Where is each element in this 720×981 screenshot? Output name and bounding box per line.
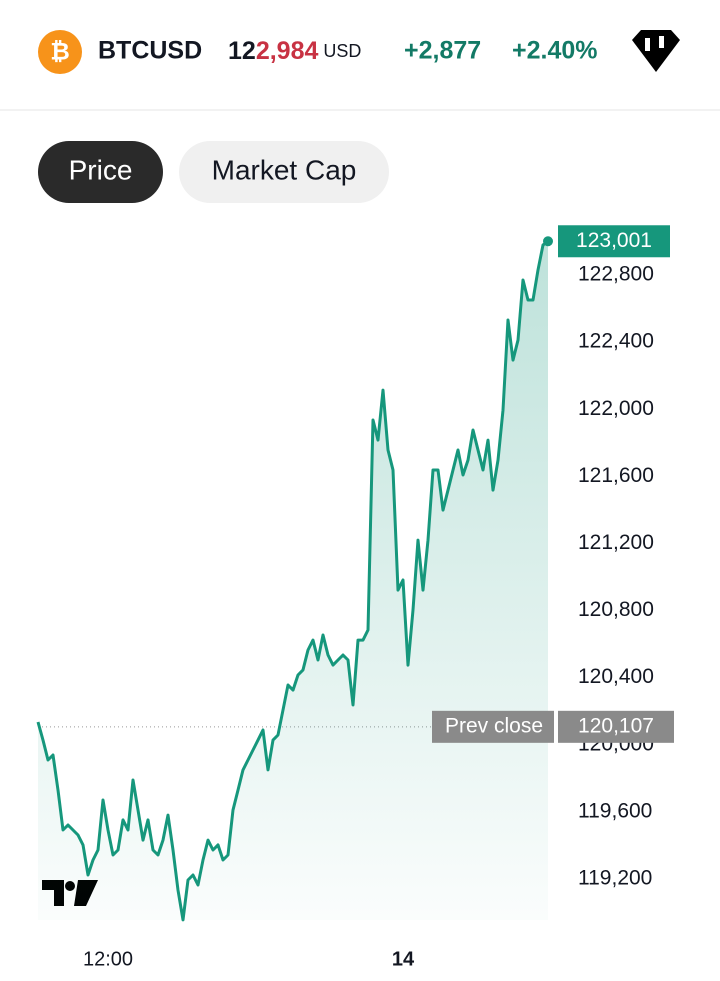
y-tick-label: 121,600: [578, 464, 654, 487]
price: 122,984 USD: [228, 37, 361, 65]
tab-label[interactable]: Market Cap: [212, 154, 357, 185]
alert-icon[interactable]: [632, 30, 680, 72]
x-tick-label: 14: [392, 948, 415, 970]
area: [38, 241, 548, 921]
y-tick-label: 120,800: [578, 598, 654, 621]
tab-market-cap[interactable]: [179, 141, 389, 203]
price-unchanged: 12: [228, 37, 256, 65]
tab-label[interactable]: Price: [69, 154, 133, 185]
svg-text:₿: ₿: [50, 38, 70, 65]
change-percent: +2.40%: [512, 37, 598, 65]
y-tick-label: 122,400: [578, 330, 654, 353]
y-tick-label: 120,400: [578, 665, 654, 688]
price-line: [36, 240, 549, 922]
y-tick-label: 122,800: [578, 263, 654, 286]
currency: USD: [323, 41, 361, 61]
btc-logo: ₿: [38, 30, 82, 74]
y-tick-label: 121,200: [578, 531, 654, 554]
last-point: [543, 236, 553, 247]
change: +2,877: [404, 37, 481, 65]
y-tick-label: 119,600: [578, 799, 652, 822]
last-value-box: [558, 225, 670, 258]
prev-close-box: [558, 710, 674, 743]
symbol: BTCUSD: [98, 37, 202, 65]
prev-close-label: 120,107: [578, 714, 654, 737]
last-value-label: 123,001: [576, 229, 652, 252]
y-tick-label: 122,000: [578, 397, 654, 420]
prev-close-tag: [432, 710, 554, 743]
tab-price[interactable]: [38, 141, 163, 203]
prev-close-name: Prev close: [445, 714, 543, 737]
y-tick-label: 119,200: [578, 867, 652, 890]
x-tick-label: 12:00: [83, 948, 133, 970]
price-changed: 2,984: [256, 37, 319, 65]
